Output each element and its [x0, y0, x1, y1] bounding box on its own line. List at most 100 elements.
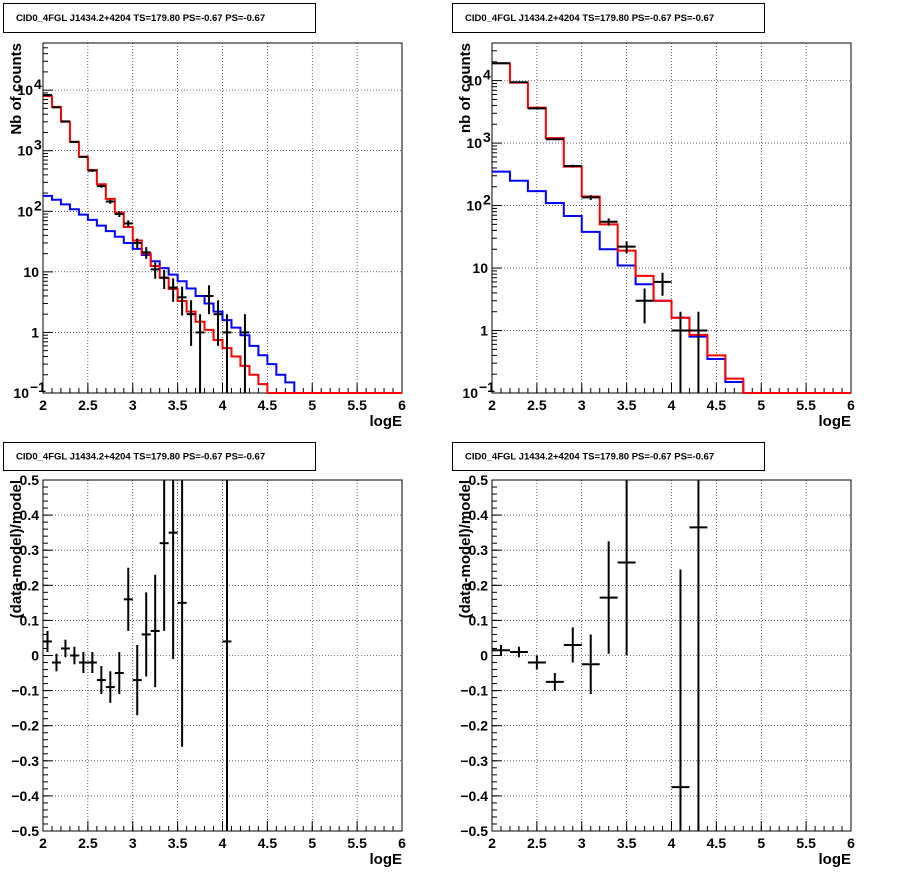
title-box [452, 442, 765, 471]
x-axis-title: logE [370, 851, 403, 868]
chart-title: CID0_4FGL J1434.2+4204 TS=179.80 PS=-0.6… [16, 452, 265, 463]
y-tick-label: 1 [31, 324, 39, 340]
chart-panel-1: CID0_4FGL J1434.2+4204 TS=179.80 PS=-0.6… [3, 3, 406, 430]
y-tick-exponent: 2 [34, 197, 42, 213]
x-tick-label: 6 [398, 397, 406, 413]
x-tick-label: 3 [578, 397, 586, 413]
x-tick-label: 5 [308, 397, 316, 413]
y-tick-exponent: 2 [483, 192, 491, 208]
x-tick-label: 3 [129, 397, 137, 413]
y-tick-label: 10 [466, 198, 482, 214]
y-tick-label: 0.3 [20, 542, 40, 558]
y-tick-label: 10 [472, 260, 488, 276]
y-tick-label: −0.4 [460, 788, 488, 804]
y-tick-label: 0.5 [469, 472, 489, 488]
x-tick-label: 2.5 [78, 397, 98, 413]
x-tick-label: 2.5 [527, 835, 547, 851]
x-tick-label: 4 [668, 397, 676, 413]
y-tick-label: 0.5 [20, 472, 40, 488]
x-tick-label: 2 [39, 835, 47, 851]
x-tick-label: 2 [39, 397, 47, 413]
x-tick-label: 2.5 [527, 397, 547, 413]
source-model-histogram [43, 194, 402, 394]
y-tick-label: 10 [466, 135, 482, 151]
x-axis-title: logE [819, 413, 852, 430]
y-tick-label: −0.5 [11, 823, 39, 839]
title-box [3, 3, 316, 33]
y-tick-label: 10 [13, 385, 29, 401]
y-tick-label: −0.3 [460, 753, 488, 769]
x-axis-title: logE [819, 851, 852, 868]
y-tick-label: 0.2 [20, 577, 40, 593]
x-tick-label: 4.5 [258, 835, 278, 851]
y-tick-exponent: −1 [479, 379, 495, 395]
y-axis-title: Nb of counts [8, 43, 25, 135]
chart-panel-3: CID0_4FGL J1434.2+4204 TS=179.80 PS=-0.6… [3, 442, 406, 868]
title-box [3, 442, 316, 471]
y-tick-label: −0.2 [11, 718, 39, 734]
x-tick-label: 4.5 [707, 835, 727, 851]
x-tick-label: 6 [398, 835, 406, 851]
y-axis-title: nb of counts [457, 43, 474, 133]
plot-frame [42, 479, 403, 832]
chart-panel-2: CID0_4FGL J1434.2+4204 TS=179.80 PS=-0.6… [452, 3, 855, 430]
y-tick-label: 10 [17, 143, 33, 159]
x-tick-label: 5.5 [796, 397, 816, 413]
x-tick-label: 5 [757, 397, 765, 413]
y-tick-exponent: 4 [483, 67, 491, 83]
x-tick-label: 5 [308, 835, 316, 851]
y-tick-label: 10 [466, 73, 482, 89]
y-tick-label: 0.4 [469, 507, 489, 523]
y-tick-label: −0.3 [11, 753, 39, 769]
x-tick-label: 3.5 [168, 397, 188, 413]
x-tick-label: 2.5 [78, 835, 98, 851]
chart-panel-4: CID0_4FGL J1434.2+4204 TS=179.80 PS=-0.6… [452, 442, 855, 868]
x-axis-title: logE [370, 413, 403, 430]
x-tick-label: 4 [219, 397, 227, 413]
x-tick-label: 4 [219, 835, 227, 851]
y-tick-label: −0.4 [11, 788, 39, 804]
y-tick-label: 0 [480, 648, 488, 664]
x-tick-label: 3.5 [168, 835, 188, 851]
x-tick-label: 4.5 [707, 397, 727, 413]
title-box [452, 3, 765, 33]
y-tick-label: 0.2 [469, 577, 489, 593]
y-tick-label: 10 [17, 203, 33, 219]
y-axis-title: (data-model)/model [457, 480, 474, 618]
y-tick-exponent: −1 [30, 379, 46, 395]
x-tick-label: 4 [668, 835, 676, 851]
y-tick-label: 0.1 [469, 612, 489, 628]
x-tick-label: 2 [488, 835, 496, 851]
x-tick-label: 2 [488, 397, 496, 413]
y-tick-label: 0.3 [469, 542, 489, 558]
x-tick-label: 5 [757, 835, 765, 851]
x-tick-label: 4.5 [258, 397, 278, 413]
y-tick-label: 0.1 [20, 612, 40, 628]
y-tick-label: 0.4 [20, 507, 40, 523]
y-tick-label: 10 [23, 264, 39, 280]
x-tick-label: 3.5 [617, 397, 637, 413]
y-tick-label: 10 [17, 82, 33, 98]
y-tick-exponent: 4 [34, 76, 42, 92]
x-tick-label: 6 [847, 397, 855, 413]
x-tick-label: 3 [578, 835, 586, 851]
chart-title: CID0_4FGL J1434.2+4204 TS=179.80 PS=-0.6… [465, 452, 714, 463]
y-axis-title: (data-model)/model [8, 480, 25, 618]
x-tick-label: 3 [129, 835, 137, 851]
x-tick-label: 5.5 [347, 835, 367, 851]
x-tick-label: 6 [847, 835, 855, 851]
y-tick-label: 1 [480, 323, 488, 339]
y-tick-label: −0.5 [460, 823, 488, 839]
y-tick-label: −0.2 [460, 718, 488, 734]
x-tick-label: 5.5 [796, 835, 816, 851]
chart-title: CID0_4FGL J1434.2+4204 TS=179.80 PS=-0.6… [465, 13, 714, 24]
y-tick-label: 0 [31, 648, 39, 664]
y-tick-exponent: 3 [34, 137, 42, 153]
y-tick-label: 10 [462, 385, 478, 401]
y-tick-label: −0.1 [460, 683, 488, 699]
total-model-histogram [492, 62, 851, 394]
y-tick-exponent: 3 [483, 129, 491, 145]
x-tick-label: 3.5 [617, 835, 637, 851]
chart-title: CID0_4FGL J1434.2+4204 TS=179.80 PS=-0.6… [16, 13, 265, 24]
